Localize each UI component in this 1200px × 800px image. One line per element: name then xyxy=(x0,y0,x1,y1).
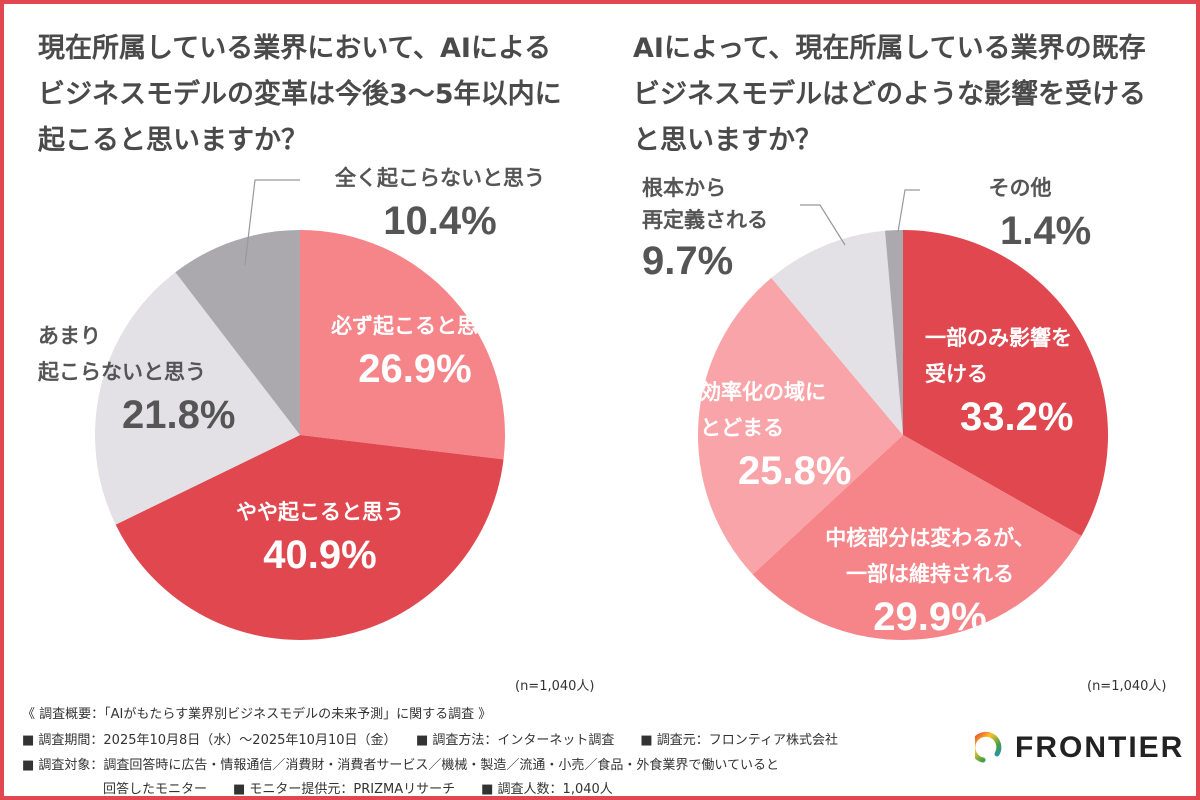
label-left-definitely: 必ず起こると思う 26.9% xyxy=(331,314,499,391)
pie-slice xyxy=(95,272,300,525)
survey-monitor: 回答したモニター ■ モニター提供元：PRIZMAリサーチ ■ 調査人数：1,0… xyxy=(103,782,613,797)
leader-line-right-other xyxy=(897,189,920,233)
label-left-none: 全く起こらないと思う 10.4% xyxy=(335,166,545,243)
pie-left xyxy=(95,230,506,640)
sample-size-right: (n=1,040人) xyxy=(1087,679,1167,694)
survey-target: ■ 調査対象：調査回答時に広告・情報通信／消費財・消費者サービス／機械・製造／流… xyxy=(22,758,780,773)
label-right-efficiency: 効率化の域に とどまる 25.8% xyxy=(700,380,852,493)
label-left-notmuch: あまり 起こらないと思う 21.8% xyxy=(38,324,236,437)
pie-slice xyxy=(752,435,1082,640)
pie-slice xyxy=(903,230,1108,537)
frontier-logo-mark-icon xyxy=(975,731,1002,763)
survey-overview: 《 調査概要：「AIがもたらす業界別ビジネスモデルの未来予測」に関する調査 》 xyxy=(22,707,492,722)
chart-title-right: AIによって、現在所属している業界の既存 ビジネスモデルはどのような影響を受ける… xyxy=(633,33,1146,156)
label-right-other: その他 1.4% xyxy=(988,176,1092,253)
pie-slice xyxy=(771,230,903,435)
frontier-logo-text: FRONTIER xyxy=(1015,731,1185,764)
pie-slice xyxy=(698,277,903,575)
label-right-redefine: 根本から 再定義される 9.7% xyxy=(642,176,768,283)
pie-right xyxy=(698,230,1108,640)
survey-period: ■ 調査期間：2025年10月8日（水）〜2025年10月10日（金） ■ 調査… xyxy=(22,733,839,748)
frontier-logo: FRONTIER xyxy=(975,728,1184,768)
chart-title-left: 現在所属している業界において、AIによる ビジネスモデルの変革は今後3〜5年以内… xyxy=(38,33,562,156)
pie-slice xyxy=(115,435,504,640)
label-right-core: 中核部分は変わるが、 一部は維持される 29.9% xyxy=(825,526,1035,639)
leader-line-left-none xyxy=(244,179,300,266)
pie-slice xyxy=(884,230,903,435)
pie-slice xyxy=(300,230,506,460)
pie-slice xyxy=(175,230,300,435)
leader-line-right-redefine xyxy=(800,204,846,246)
sample-size-left: (n=1,040人) xyxy=(515,679,595,694)
label-right-partial: 一部のみ影響を 受ける 33.2% xyxy=(925,326,1074,439)
label-left-somewhat: やや起こると思う 40.9% xyxy=(236,500,404,577)
